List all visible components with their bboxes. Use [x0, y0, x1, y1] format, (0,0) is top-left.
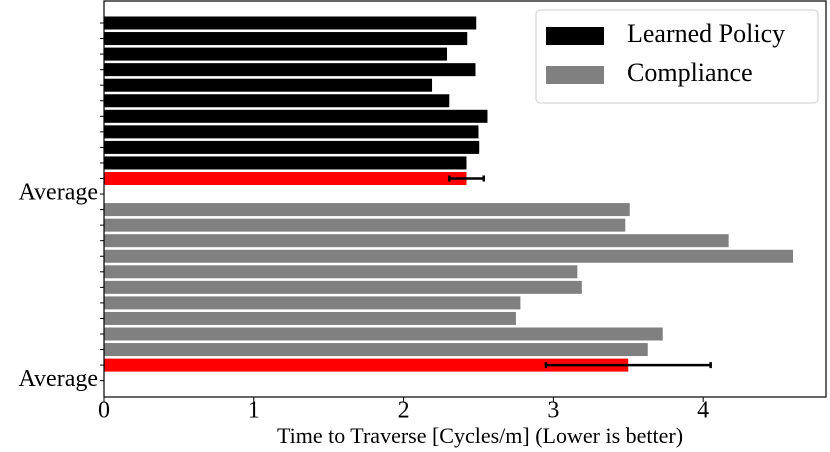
legend-label: Learned Policy [627, 19, 785, 48]
bar [104, 78, 433, 92]
plot-frame [103, 0, 827, 398]
bar [104, 203, 630, 217]
bar [104, 327, 663, 341]
x-tick-label: 4 [697, 398, 709, 424]
average-bar [104, 358, 629, 372]
bar [104, 218, 626, 232]
bar [104, 140, 480, 154]
x-tick-label: 2 [398, 398, 410, 424]
x-tick-label: 3 [547, 398, 559, 424]
bar [104, 32, 468, 46]
error-bar [448, 175, 485, 182]
x-axis-label: Time to Traverse [Cycles/m] (Lower is be… [277, 423, 683, 448]
y-tick-label: Average [19, 180, 99, 206]
average-bar [104, 172, 467, 185]
bar [104, 156, 467, 170]
bar [104, 47, 448, 61]
bar [104, 265, 578, 279]
error-bar [544, 362, 712, 369]
y-tick-label: Average [19, 366, 99, 392]
bar [104, 125, 479, 139]
bar [104, 343, 648, 357]
bar [104, 296, 521, 310]
bar [104, 94, 450, 108]
bar [104, 280, 582, 294]
x-tick-label: 1 [248, 398, 260, 424]
bar [104, 16, 477, 30]
bar [104, 311, 516, 325]
x-tick-label: 0 [98, 398, 110, 424]
bar [104, 109, 488, 123]
legend-swatch [546, 27, 604, 45]
bar [104, 63, 476, 77]
bar [104, 234, 729, 248]
bar [104, 249, 794, 263]
legend-label: Compliance [627, 58, 753, 87]
legend-swatch [546, 66, 604, 84]
legend-box [535, 9, 819, 104]
